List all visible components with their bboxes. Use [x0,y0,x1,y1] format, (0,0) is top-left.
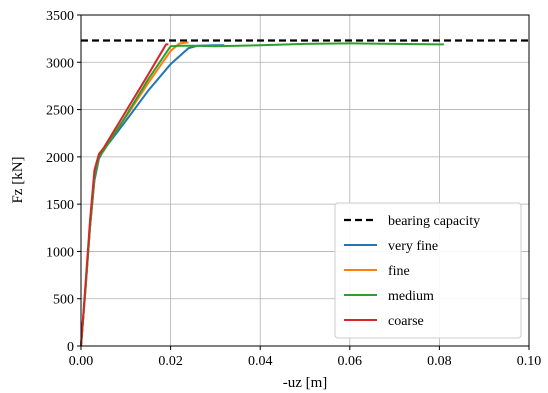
y-tick-label: 2500 [46,104,74,119]
x-tick-label: 0.02 [158,354,183,369]
y-tick-label: 1500 [46,198,74,213]
y-tick-label: 3000 [46,56,74,71]
y-tick-label: 0 [67,340,74,355]
legend-label: bearing capacity [388,214,480,229]
legend-label: fine [388,264,410,279]
legend-box [334,202,522,339]
legend-label: very fine [388,239,438,254]
x-tick-label: 0.10 [517,354,542,369]
y-axis-label: Fz [kN] [10,156,26,203]
x-tick-label: 0.00 [69,354,94,369]
legend-label: coarse [388,314,424,329]
series-line-very-fine [80,44,225,347]
axes [80,14,530,347]
ticks: 0.00 0.02 0.04 0.06 0.08 0.10 0 500 1000 1500 2000… [46,9,541,369]
legend: bearing capacity very fine fine medium coars… [334,202,522,339]
plot-frame [80,14,530,347]
y-tick-label: 1000 [46,245,74,260]
x-tick-label: 0.04 [248,354,273,369]
y-tick-label: 2000 [46,151,74,166]
legend-label: medium [388,289,434,304]
x-tick-label: 0.08 [427,354,452,369]
x-tick-label: 0.06 [338,354,363,369]
x-axis-label: -uz [m] [283,375,328,391]
series-lines [80,41,444,347]
y-tick-label: 3500 [46,9,74,24]
y-tick-label: 500 [53,293,74,308]
series-line-coarse [80,43,169,347]
series-line-fine [80,41,189,347]
grid [81,15,529,346]
